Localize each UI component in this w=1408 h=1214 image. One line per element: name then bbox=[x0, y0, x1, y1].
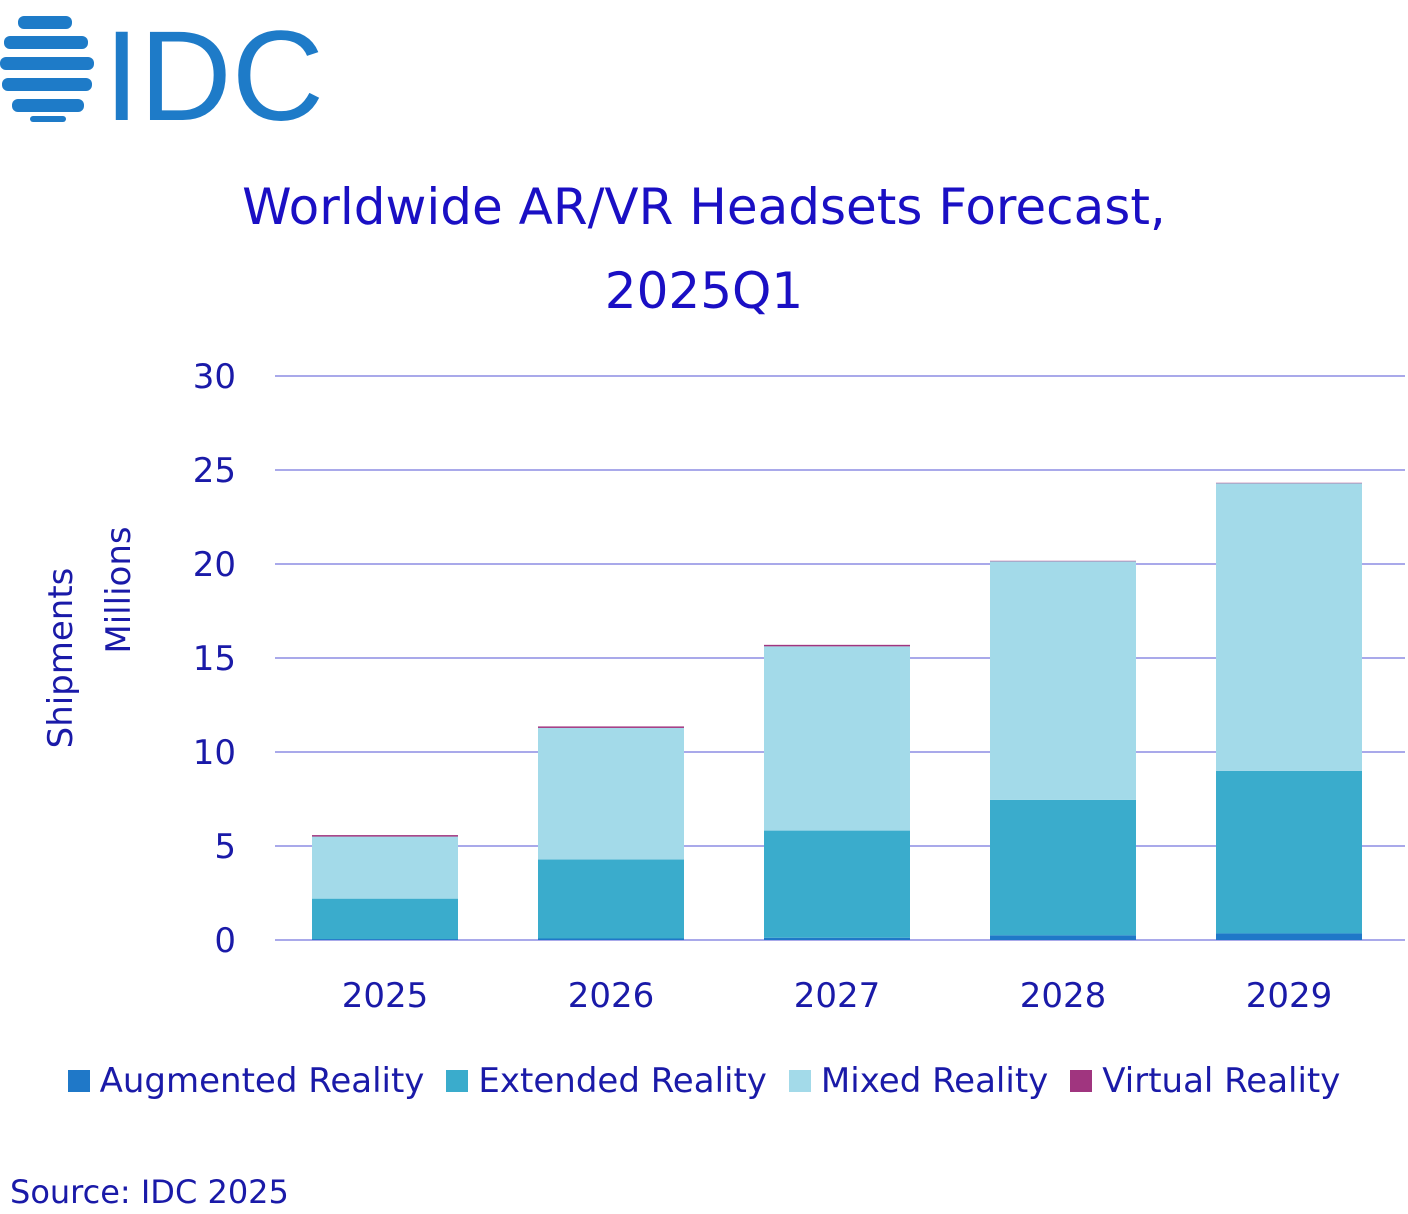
y-tick-label: 10 bbox=[193, 733, 236, 773]
bars bbox=[312, 482, 1362, 940]
legend-item-extended-reality: Extended Reality bbox=[446, 1058, 767, 1104]
chart-title-line-1: Worldwide AR/VR Headsets Forecast, bbox=[242, 178, 1166, 236]
legend-swatch-mixed-reality bbox=[788, 1070, 811, 1092]
y-tick-label: 30 bbox=[193, 357, 236, 397]
legend-swatch-extended-reality bbox=[446, 1070, 469, 1092]
bar-segment-mixed-reality-2029 bbox=[1216, 483, 1362, 771]
bar-segment-augmented-reality-2025 bbox=[312, 939, 458, 940]
y-tick-label: 5 bbox=[214, 827, 236, 867]
y-tick-label: 15 bbox=[193, 639, 236, 679]
y-tick-label: 20 bbox=[193, 545, 236, 585]
bar-segment-extended-reality-2027 bbox=[764, 830, 910, 938]
legend-swatch-virtual-reality bbox=[1070, 1070, 1093, 1092]
legend-label: Mixed Reality bbox=[820, 1061, 1049, 1101]
bar-segment-virtual-reality-2029 bbox=[1216, 482, 1362, 484]
bar-segment-augmented-reality-2029 bbox=[1216, 933, 1362, 940]
bar-segment-mixed-reality-2025 bbox=[312, 836, 458, 899]
bar-segment-augmented-reality-2028 bbox=[990, 935, 1136, 940]
x-tick-label: 2027 bbox=[794, 976, 881, 1016]
bar-segment-mixed-reality-2028 bbox=[990, 561, 1136, 800]
bar-segment-virtual-reality-2025 bbox=[312, 835, 458, 837]
legend-item-virtual-reality: Virtual Reality bbox=[1070, 1058, 1340, 1104]
chart-title-line-2: 2025Q1 bbox=[604, 262, 804, 320]
bar-segment-augmented-reality-2027 bbox=[764, 937, 910, 940]
y-tick-label: 25 bbox=[193, 451, 236, 491]
legend-swatch-augmented-reality bbox=[67, 1070, 90, 1092]
bar-segment-virtual-reality-2027 bbox=[764, 644, 910, 647]
x-axis-ticks: 2025 2026 2027 2028 2029 bbox=[342, 976, 1333, 1016]
legend-label: Extended Reality bbox=[478, 1061, 767, 1101]
logo-text: IDC bbox=[104, 10, 324, 130]
y-tick-label: 0 bbox=[214, 921, 236, 961]
bar-segment-extended-reality-2025 bbox=[312, 898, 458, 940]
bar-segment-mixed-reality-2027 bbox=[764, 646, 910, 831]
x-tick-label: 2028 bbox=[1020, 976, 1107, 1016]
bar-segment-extended-reality-2026 bbox=[538, 859, 684, 939]
legend-label: Augmented Reality bbox=[99, 1061, 425, 1101]
source-note: Source: IDC 2025 bbox=[10, 1173, 289, 1211]
chart-title: Worldwide AR/VR Headsets Forecast, 2025Q… bbox=[0, 165, 1408, 333]
legend: Augmented Reality Extended Reality Mixed… bbox=[0, 1058, 1408, 1104]
bar-segment-augmented-reality-2026 bbox=[538, 938, 684, 940]
legend-item-augmented-reality: Augmented Reality bbox=[67, 1058, 425, 1104]
bar-segment-extended-reality-2029 bbox=[1216, 770, 1362, 934]
y-axis-title-line-2: Millions bbox=[99, 526, 139, 653]
bar-segment-extended-reality-2028 bbox=[990, 799, 1136, 936]
y-axis-title-line-1: Shipments bbox=[41, 568, 81, 749]
legend-item-mixed-reality: Mixed Reality bbox=[788, 1058, 1049, 1104]
x-tick-label: 2026 bbox=[568, 976, 655, 1016]
bar-segment-virtual-reality-2026 bbox=[538, 726, 684, 728]
bar-segment-mixed-reality-2026 bbox=[538, 727, 684, 860]
legend-label: Virtual Reality bbox=[1102, 1061, 1341, 1101]
x-tick-label: 2025 bbox=[342, 976, 429, 1016]
x-tick-label: 2029 bbox=[1246, 976, 1333, 1016]
idc-logo: IDC bbox=[0, 10, 324, 130]
bar-segment-virtual-reality-2028 bbox=[990, 560, 1136, 562]
logo-globe-icon bbox=[0, 16, 94, 122]
y-axis-ticks: 0 5 10 15 20 25 30 bbox=[193, 357, 236, 961]
